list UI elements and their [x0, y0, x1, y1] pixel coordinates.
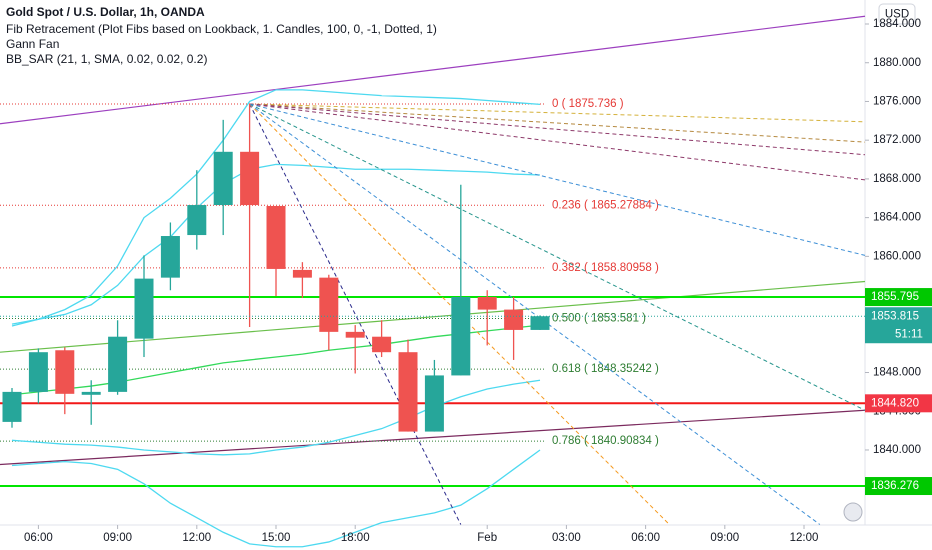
candle-body — [160, 236, 180, 278]
gann-line — [249, 103, 866, 411]
price-tag-label: 1855.795 — [871, 291, 919, 303]
candle-body — [477, 297, 497, 310]
candle-body — [240, 151, 260, 206]
price-tag-label: 1853.815 — [871, 310, 919, 322]
candle-body — [530, 316, 550, 330]
candle-body — [213, 151, 233, 206]
y-tick-label: 1848.000 — [873, 367, 921, 379]
y-tick-label: 1860.000 — [873, 250, 921, 262]
icon[interactable] — [843, 502, 863, 522]
band-line — [11, 379, 541, 456]
indicator-label: Fib Retracement (Plot Fibs based on Look… — [6, 22, 437, 36]
x-tick-label: 12:00 — [790, 532, 819, 544]
price-tag — [865, 394, 932, 413]
x-tick-label: 09:00 — [710, 532, 739, 544]
candle-body — [424, 375, 444, 432]
x-tick-label: 12:00 — [182, 532, 211, 544]
gann-line — [249, 103, 462, 525]
fib-label: 0.236 ( 1865.27884 ) — [552, 199, 659, 211]
gann-line — [249, 103, 866, 181]
plot: 0 ( 1875.736 ) 0.236 ( 1865.27884 ) 0.382 … — [0, 15, 866, 548]
indicator-label: Gann Fan — [6, 37, 59, 51]
gann-line — [249, 103, 866, 143]
fib-label: 0.382 ( 1858.80958 ) — [552, 262, 659, 274]
fib-label: 0.618 ( 1848.35242 ) — [552, 363, 659, 375]
candle-body — [504, 309, 524, 330]
candle-body — [372, 336, 392, 353]
gann-line — [249, 103, 866, 123]
price-tag-label: 1844.820 — [871, 397, 919, 409]
candle-body — [134, 278, 154, 339]
candle-body — [292, 269, 312, 278]
indicator-label: BB_SAR (21, 1, SMA, 0.02, 0.02, 0.2) — [6, 52, 207, 66]
trend-line — [0, 409, 866, 466]
y-tick-label: 1880.000 — [873, 57, 921, 69]
y-tick-label: 1884.000 — [873, 18, 921, 30]
candle-body — [451, 297, 471, 376]
price-tag — [865, 307, 932, 344]
currency-button[interactable] — [878, 3, 916, 25]
currency-label[interactable]: USD — [885, 9, 909, 21]
x-tick-label: 18:00 — [341, 532, 370, 544]
fib-label: 0 ( 1875.736 ) — [552, 98, 624, 110]
candle-body — [28, 352, 48, 392]
gann-line — [249, 103, 866, 256]
y-tick-label: 1872.000 — [873, 134, 921, 146]
y-tick-label: 1876.000 — [873, 95, 921, 107]
gann-line — [249, 103, 821, 525]
candle-body — [55, 350, 75, 394]
candle-body — [108, 336, 128, 392]
band-line — [11, 163, 541, 325]
x-tick-label: 09:00 — [103, 532, 132, 544]
price-tag-label: 1836.276 — [871, 480, 919, 492]
x-tick-label: 03:00 — [552, 532, 581, 544]
candle-body — [398, 352, 418, 432]
trend-line — [0, 15, 866, 125]
candle-body — [2, 391, 22, 422]
x-tick-label: 15:00 — [262, 532, 291, 544]
fib-label: 0.786 ( 1840.90834 ) — [552, 435, 659, 447]
y-tick-label: 1868.000 — [873, 173, 921, 185]
candle-body — [187, 205, 207, 236]
gann-line — [249, 103, 866, 156]
x-tick-label: 06:00 — [24, 532, 53, 544]
candle-body — [81, 391, 101, 395]
fib-label: 0.500 ( 1853.581 ) — [552, 313, 646, 325]
price-tag — [865, 477, 932, 496]
chart-title: Gold Spot / U.S. Dollar, 1h, OANDA — [6, 5, 205, 19]
x-tick-label: Feb — [477, 532, 497, 544]
y-tick-label: 1840.000 — [873, 444, 921, 456]
band-line — [11, 89, 541, 327]
legend: Gold Spot / U.S. Dollar, 1h, OANDA Fib R… — [6, 5, 437, 66]
candle-body — [266, 206, 286, 269]
candle-body — [319, 277, 339, 332]
candle-body — [345, 331, 365, 338]
y-tick-label: 1864.000 — [873, 212, 921, 224]
x-tick-label: 06:00 — [631, 532, 660, 544]
price-tag — [865, 288, 932, 307]
countdown: 51:11 — [895, 328, 923, 340]
